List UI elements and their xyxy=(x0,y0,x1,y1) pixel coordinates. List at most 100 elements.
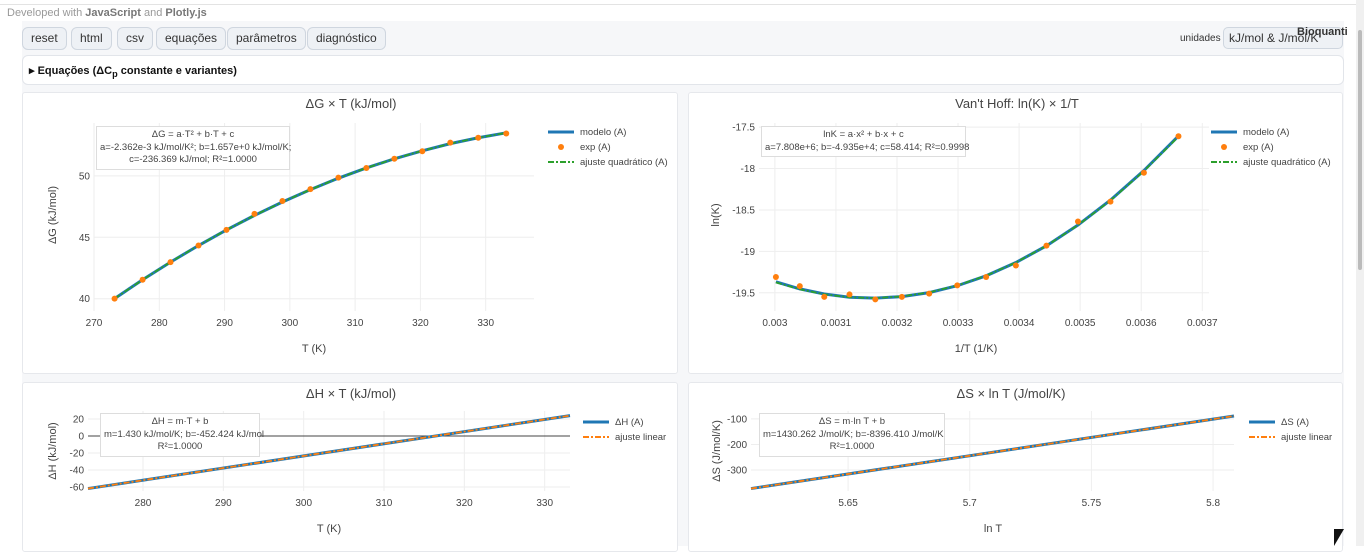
series-dash-orange xyxy=(750,415,1235,490)
data-point-exp xyxy=(363,164,370,171)
y-tick-label: 40 xyxy=(79,294,91,305)
credit-text: Developed with xyxy=(7,7,86,19)
chart-canvas: 5.65 5.7 5.75 5.8 -100 -200 -300 xyxy=(727,411,1235,509)
data-point-exp xyxy=(772,274,779,281)
legend-label: ΔS (A) xyxy=(1281,417,1309,428)
chart-dg-vs-t: 270 280 290 300 310 320 330 40 45 50 ΔG × T (kJ/m… xyxy=(22,92,678,374)
legend-item-dh[interactable]: ΔH (A) xyxy=(583,415,666,430)
legend-label: ajuste linear xyxy=(1281,432,1333,443)
y-axis-title: ΔS (J/mol/K) xyxy=(711,420,723,482)
equations-suffix: constante e variantes) xyxy=(117,65,237,77)
y-tick-label: -19 xyxy=(741,247,756,258)
x-tick-label: 5.75 xyxy=(1082,498,1102,509)
equations-details-toggle[interactable]: ▸ Equações (ΔCp constante e variantes) xyxy=(22,55,1344,85)
y-tick-label: -18 xyxy=(741,164,756,175)
chart-vant-hoff: 0.003 0.0031 0.0032 0.0033 0.0034 0.0035 0.003… xyxy=(688,92,1343,374)
legend-item-model[interactable]: modelo (A) xyxy=(1211,125,1331,140)
y-axis-title: ΔG (kJ/mol) xyxy=(47,185,59,245)
data-point-exp xyxy=(1074,218,1081,225)
data-point-exp xyxy=(391,155,398,162)
data-point-exp xyxy=(983,274,990,281)
x-tick-label: 290 xyxy=(215,498,232,509)
annotation-line: ΔH = m·T + b xyxy=(151,416,209,427)
annotation-line: ΔG = a·T² + b·T + c xyxy=(151,129,235,140)
legend-label: ΔH (A) xyxy=(615,417,644,428)
legend: modelo (A) exp (A) ajuste quadrático (A) xyxy=(548,125,668,170)
x-tick-label: 0.0036 xyxy=(1126,318,1157,329)
disclosure-triangle-icon: ▸ xyxy=(29,65,38,77)
x-tick-label: 310 xyxy=(347,318,364,329)
x-tick-label: 300 xyxy=(282,318,299,329)
legend-item-fit[interactable]: ajuste quadrático (A) xyxy=(1211,155,1331,170)
data-point-exp xyxy=(1043,242,1050,249)
chart-ds-vs-lnt: 5.65 5.7 5.75 5.8 -100 -200 -300 ΔS × ln T (J/… xyxy=(688,382,1343,552)
diagnostico-button[interactable]: diagnóstico xyxy=(307,27,386,50)
chart-canvas: 0.003 0.0031 0.0032 0.0033 0.0034 0.0035 0.003… xyxy=(732,123,1218,329)
data-point-exp xyxy=(1107,198,1114,205)
x-tick-label: 0.0031 xyxy=(821,318,852,329)
x-tick-label: 5.7 xyxy=(963,498,977,509)
data-point-exp xyxy=(223,226,230,233)
annotation-line: R²=1.0000 xyxy=(157,441,203,452)
units-label: unidades xyxy=(1180,33,1221,44)
credit-plotly: Plotly.js xyxy=(165,7,207,19)
x-tick-label: 0.0037 xyxy=(1187,318,1218,329)
page-scrollbar[interactable] xyxy=(1356,0,1364,546)
legend-item-exp[interactable]: exp (A) xyxy=(548,140,668,155)
chart-title: ΔG × T (kJ/mol) xyxy=(305,96,397,111)
y-tick-label: 0 xyxy=(78,431,84,442)
legend-item-linear-fit[interactable]: ajuste linear xyxy=(583,430,666,445)
chart-title: ΔS × ln T (J/mol/K) xyxy=(956,386,1066,401)
legend-item-linear-fit[interactable]: ajuste linear xyxy=(1249,430,1332,445)
x-axis-title: ln T xyxy=(983,523,1003,535)
data-point-exp xyxy=(503,130,510,137)
units-select[interactable]: kJ/mol & J/mol/K xyxy=(1223,27,1343,49)
y-tick-label: -17.5 xyxy=(732,123,755,134)
x-axis-title: T (K) xyxy=(301,343,327,355)
x-tick-label: 320 xyxy=(456,498,473,509)
data-point-exp xyxy=(307,186,314,193)
legend-item-exp[interactable]: exp (A) xyxy=(1211,140,1331,155)
x-tick-label: 0.003 xyxy=(762,318,787,329)
legend-label: ajuste quadrático (A) xyxy=(1243,157,1331,168)
x-tick-label: 280 xyxy=(151,318,168,329)
legend-label: exp (A) xyxy=(580,142,611,153)
x-tick-label: 0.0033 xyxy=(943,318,974,329)
equacoes-button[interactable]: equações xyxy=(156,27,227,50)
html-button[interactable]: html xyxy=(71,27,112,50)
data-point-exp xyxy=(475,134,482,141)
x-tick-label: 330 xyxy=(536,498,553,509)
data-point-exp xyxy=(251,210,258,217)
annotation-line: R²=1.0000 xyxy=(829,441,875,452)
legend-item-model[interactable]: modelo (A) xyxy=(548,125,668,140)
data-point-exp xyxy=(335,174,342,181)
legend-label: exp (A) xyxy=(1243,142,1274,153)
brand-bioquanti[interactable]: Bioquanti xyxy=(1297,26,1348,38)
developed-with-credit: Developed with JavaScript and Plotly.js xyxy=(7,7,207,19)
data-point-exp xyxy=(419,148,426,155)
fit-annotation: lnK = a·x² + b·x + c a=7.808e+6; b=-4.935… xyxy=(761,126,969,157)
annotation-line: lnK = a·x² + b·x + c xyxy=(823,129,904,140)
annotation-line: m=1.430 kJ/mol/K; b=-452.424 kJ/mol xyxy=(104,428,264,440)
x-tick-label: 0.0032 xyxy=(882,318,913,329)
legend-item-fit[interactable]: ajuste quadrático (A) xyxy=(548,155,668,170)
data-point-exp xyxy=(447,139,454,146)
csv-button[interactable]: csv xyxy=(117,27,153,50)
data-point-exp xyxy=(111,295,118,302)
annotation-line: a=-2.362e-3 kJ/mol/K²; b=1.657e+0 kJ/mol… xyxy=(100,141,292,153)
scrollbar-thumb[interactable] xyxy=(1358,30,1362,270)
data-point-exp xyxy=(954,282,961,289)
x-tick-label: 310 xyxy=(376,498,393,509)
annotation-line: c=-236.369 kJ/mol; R²=1.0000 xyxy=(129,154,257,165)
x-axis-title: T (K) xyxy=(316,523,342,535)
y-axis-title: ln(K) xyxy=(710,203,722,227)
legend: modelo (A) exp (A) ajuste quadrático (A) xyxy=(1211,125,1331,170)
data-point-exp xyxy=(1140,169,1147,176)
legend-item-ds[interactable]: ΔS (A) xyxy=(1249,415,1332,430)
reset-button[interactable]: reset xyxy=(22,27,67,50)
y-axis-title: ΔH (kJ/mol) xyxy=(47,422,59,480)
parametros-button[interactable]: parâmetros xyxy=(227,27,306,50)
y-tick-label: -18.5 xyxy=(732,205,755,216)
top-divider xyxy=(0,4,1356,5)
y-tick-label: 45 xyxy=(79,233,91,244)
